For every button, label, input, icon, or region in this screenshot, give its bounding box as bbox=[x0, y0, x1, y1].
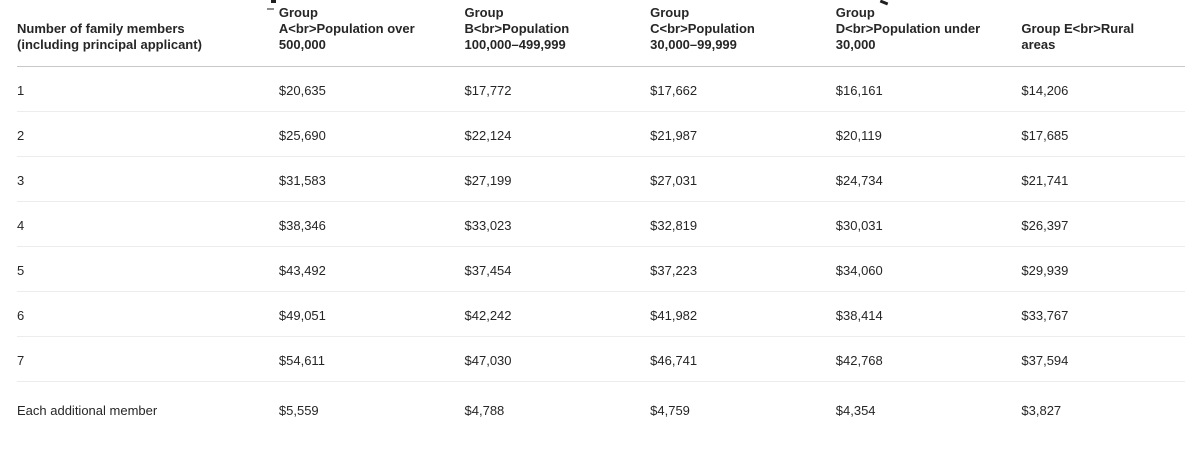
row-value: $27,031 bbox=[650, 157, 836, 202]
column-header-label-line: C<br>Population bbox=[650, 21, 826, 37]
clipped-text-fragment bbox=[267, 8, 274, 10]
column-header-members: Number of family members(including princ… bbox=[17, 0, 279, 67]
row-value: $21,987 bbox=[650, 112, 836, 157]
row-value: $30,031 bbox=[836, 202, 1022, 247]
row-value: $43,492 bbox=[279, 247, 465, 292]
income-table: Number of family members(including princ… bbox=[17, 0, 1185, 449]
row-value: $31,583 bbox=[279, 157, 465, 202]
column-header-label-line: 30,000 bbox=[836, 37, 1012, 53]
row-value: $14,206 bbox=[1021, 67, 1185, 112]
row-value: $21,741 bbox=[1021, 157, 1185, 202]
column-header-label-line: B<br>Population bbox=[465, 21, 641, 37]
column-header-label-line: 500,000 bbox=[279, 37, 455, 53]
row-value: $37,594 bbox=[1021, 337, 1185, 382]
row-value: $27,199 bbox=[465, 157, 651, 202]
row-value: $3,827 bbox=[1021, 382, 1185, 449]
row-value: $24,734 bbox=[836, 157, 1022, 202]
table-row: 7$54,611$47,030$46,741$42,768$37,594 bbox=[17, 337, 1185, 382]
clipped-text-fragment bbox=[271, 0, 276, 3]
column-header-label-line: 100,000–499,999 bbox=[465, 37, 641, 53]
row-value: $20,635 bbox=[279, 67, 465, 112]
row-value: $54,611 bbox=[279, 337, 465, 382]
row-value: $37,454 bbox=[465, 247, 651, 292]
row-value: $38,346 bbox=[279, 202, 465, 247]
column-header-label-line: Number of family members bbox=[17, 21, 269, 37]
row-label: Each additional member bbox=[17, 382, 279, 449]
row-value: $37,223 bbox=[650, 247, 836, 292]
row-value: $46,741 bbox=[650, 337, 836, 382]
column-header-label-line: Group E<br>Rural bbox=[1021, 21, 1175, 37]
row-value: $4,354 bbox=[836, 382, 1022, 449]
row-value: $4,759 bbox=[650, 382, 836, 449]
column-header-label-line: Group bbox=[465, 5, 641, 21]
table-row: Each additional member$5,559$4,788$4,759… bbox=[17, 382, 1185, 449]
row-label: 6 bbox=[17, 292, 279, 337]
column-header-label-line: D<br>Population under bbox=[836, 21, 1012, 37]
table-row: 2$25,690$22,124$21,987$20,119$17,685 bbox=[17, 112, 1185, 157]
row-value: $33,023 bbox=[465, 202, 651, 247]
column-header-label-line: (including principal applicant) bbox=[17, 37, 269, 53]
table-row: 4$38,346$33,023$32,819$30,031$26,397 bbox=[17, 202, 1185, 247]
row-value: $42,242 bbox=[465, 292, 651, 337]
row-value: $32,819 bbox=[650, 202, 836, 247]
column-header-label-line: areas bbox=[1021, 37, 1175, 53]
row-value: $25,690 bbox=[279, 112, 465, 157]
row-label: 5 bbox=[17, 247, 279, 292]
column-header-label-line: A<br>Population over bbox=[279, 21, 455, 37]
row-label: 1 bbox=[17, 67, 279, 112]
row-value: $16,161 bbox=[836, 67, 1022, 112]
row-value: $22,124 bbox=[465, 112, 651, 157]
column-header-label-line: Group bbox=[650, 5, 826, 21]
row-value: $17,662 bbox=[650, 67, 836, 112]
row-label: 3 bbox=[17, 157, 279, 202]
table-row: 5$43,492$37,454$37,223$34,060$29,939 bbox=[17, 247, 1185, 292]
row-value: $41,982 bbox=[650, 292, 836, 337]
row-value: $17,685 bbox=[1021, 112, 1185, 157]
table-row: 6$49,051$42,242$41,982$38,414$33,767 bbox=[17, 292, 1185, 337]
column-header-label-line: 30,000–99,999 bbox=[650, 37, 826, 53]
row-value: $42,768 bbox=[836, 337, 1022, 382]
row-value: $5,559 bbox=[279, 382, 465, 449]
table-row: 1$20,635$17,772$17,662$16,161$14,206 bbox=[17, 67, 1185, 112]
table-header-row: Number of family members(including princ… bbox=[17, 0, 1185, 67]
row-label: 7 bbox=[17, 337, 279, 382]
row-label: 2 bbox=[17, 112, 279, 157]
row-value: $17,772 bbox=[465, 67, 651, 112]
row-value: $29,939 bbox=[1021, 247, 1185, 292]
row-value: $20,119 bbox=[836, 112, 1022, 157]
column-header-label-line: Group bbox=[836, 5, 1012, 21]
row-value: $26,397 bbox=[1021, 202, 1185, 247]
row-value: $4,788 bbox=[465, 382, 651, 449]
row-value: $33,767 bbox=[1021, 292, 1185, 337]
table-row: 3$31,583$27,199$27,031$24,734$21,741 bbox=[17, 157, 1185, 202]
row-value: $47,030 bbox=[465, 337, 651, 382]
row-value: $49,051 bbox=[279, 292, 465, 337]
column-header-label-line: Group bbox=[279, 5, 455, 21]
row-value: $38,414 bbox=[836, 292, 1022, 337]
row-label: 4 bbox=[17, 202, 279, 247]
row-value: $34,060 bbox=[836, 247, 1022, 292]
